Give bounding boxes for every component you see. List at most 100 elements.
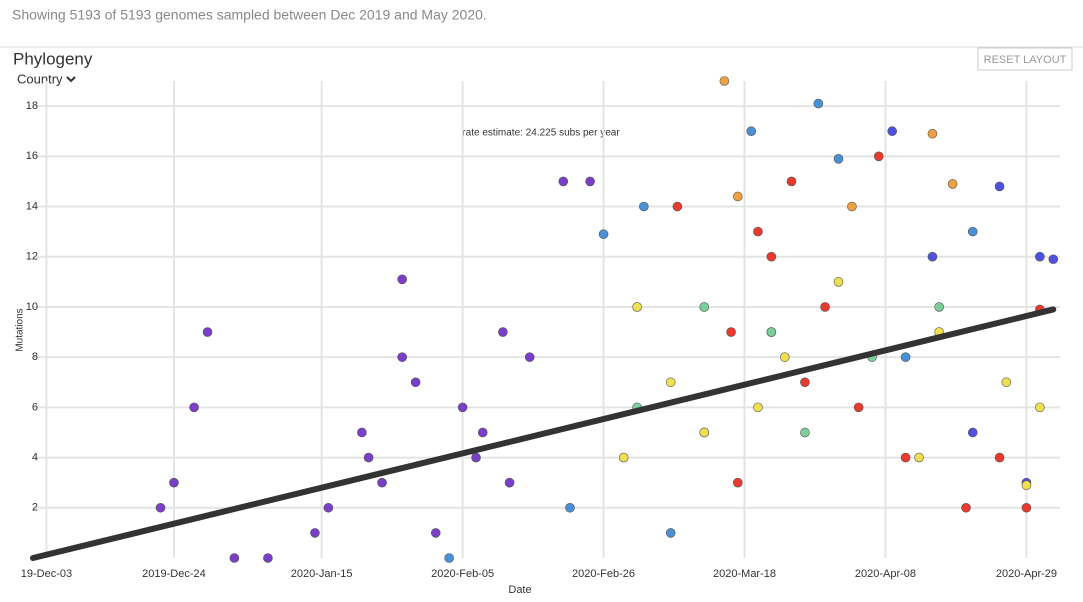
tip	[820, 302, 830, 312]
tip	[504, 477, 515, 488]
y-tick-label: 18	[26, 100, 38, 112]
tip	[598, 229, 609, 239]
x-tick-label: 2020-Mar-18	[713, 568, 776, 580]
tip	[967, 226, 978, 237]
y-tick-label: 8	[32, 351, 38, 363]
tip	[410, 377, 421, 388]
y-tick-label: 4	[32, 451, 38, 463]
tip	[719, 76, 730, 86]
tip	[457, 402, 468, 413]
tip	[430, 528, 441, 538]
tip	[967, 427, 978, 438]
tip	[229, 553, 240, 563]
tip	[665, 528, 676, 538]
tip	[189, 402, 199, 413]
tip	[786, 176, 797, 187]
tip	[994, 181, 1005, 192]
x-tick-label: 19-Dec-03	[21, 568, 72, 580]
tip	[813, 98, 824, 109]
tip	[766, 251, 777, 262]
tip	[847, 201, 857, 212]
tip	[169, 477, 179, 488]
tip	[887, 126, 897, 137]
tip	[1035, 251, 1045, 262]
dropdown-chevron[interactable]	[66, 76, 76, 83]
x-tick-label: 2020-Apr-29	[996, 568, 1057, 580]
tip	[585, 176, 595, 187]
tip	[726, 327, 736, 337]
tip	[632, 302, 642, 312]
y-tick-label: 6	[32, 401, 38, 413]
y-tick-label: 14	[26, 200, 38, 212]
tip	[323, 502, 334, 513]
y-tick-label: 2	[32, 502, 38, 514]
tip	[753, 402, 763, 413]
tip	[310, 528, 320, 538]
tip	[1021, 502, 1032, 513]
tip	[639, 201, 649, 212]
tip	[672, 201, 683, 212]
tip	[699, 302, 710, 312]
tip	[357, 427, 367, 438]
tip	[733, 477, 743, 488]
tip	[1001, 377, 1012, 388]
tip	[524, 352, 535, 362]
tip	[618, 452, 629, 463]
tip	[397, 352, 407, 362]
x-axis-label: Date	[508, 584, 531, 596]
tip	[833, 154, 844, 164]
panel-title: Phylogeny	[13, 49, 93, 68]
tip	[1035, 402, 1045, 413]
tip	[766, 327, 777, 337]
annotation: rate estimate: 24.225 subs per year	[462, 128, 620, 139]
tip	[565, 502, 575, 513]
x-tick-label: 2019-Dec-24	[142, 568, 206, 580]
tip	[397, 274, 407, 285]
regression-line	[30, 306, 1057, 561]
tip	[498, 327, 508, 337]
tip	[833, 277, 844, 287]
tip	[558, 176, 569, 187]
tip	[699, 427, 710, 438]
tip	[934, 302, 944, 312]
tip	[853, 402, 864, 413]
tip	[927, 251, 938, 262]
tip	[927, 128, 938, 139]
tip	[779, 352, 790, 362]
y-tick-label: 16	[26, 150, 38, 162]
tip	[263, 553, 273, 563]
tip	[733, 191, 743, 202]
reset-button-label[interactable]: RESET LAYOUT	[984, 54, 1067, 66]
x-tick-label: 2020-Apr-08	[855, 568, 916, 580]
tip	[746, 126, 757, 137]
tip	[155, 502, 166, 513]
tip	[961, 502, 971, 513]
tip	[202, 327, 213, 337]
tip	[800, 427, 810, 438]
tip	[947, 179, 958, 189]
tip	[800, 377, 810, 388]
tip	[1021, 480, 1032, 490]
tip	[914, 452, 924, 463]
x-tick-label: 2020-Feb-05	[431, 568, 494, 580]
tip	[994, 452, 1005, 463]
tip	[1048, 254, 1059, 265]
tip	[753, 226, 763, 237]
tip	[900, 452, 911, 463]
dropdown-label[interactable]: Country	[17, 71, 63, 86]
header-text: Showing 5193 of 5193 genomes sampled bet…	[12, 7, 487, 23]
tip	[363, 452, 374, 463]
tip	[873, 151, 884, 162]
y-tick-label: 12	[26, 251, 38, 263]
x-tick-label: 2020-Feb-26	[572, 568, 635, 580]
y-axis-label: Mutations	[15, 308, 26, 351]
tip	[377, 477, 387, 488]
tip	[444, 553, 454, 563]
reset-button[interactable]	[977, 47, 1073, 71]
y-tick-label: 10	[26, 301, 38, 313]
tip	[477, 427, 488, 438]
tip	[471, 452, 481, 463]
x-tick-label: 2020-Jan-15	[291, 568, 353, 580]
